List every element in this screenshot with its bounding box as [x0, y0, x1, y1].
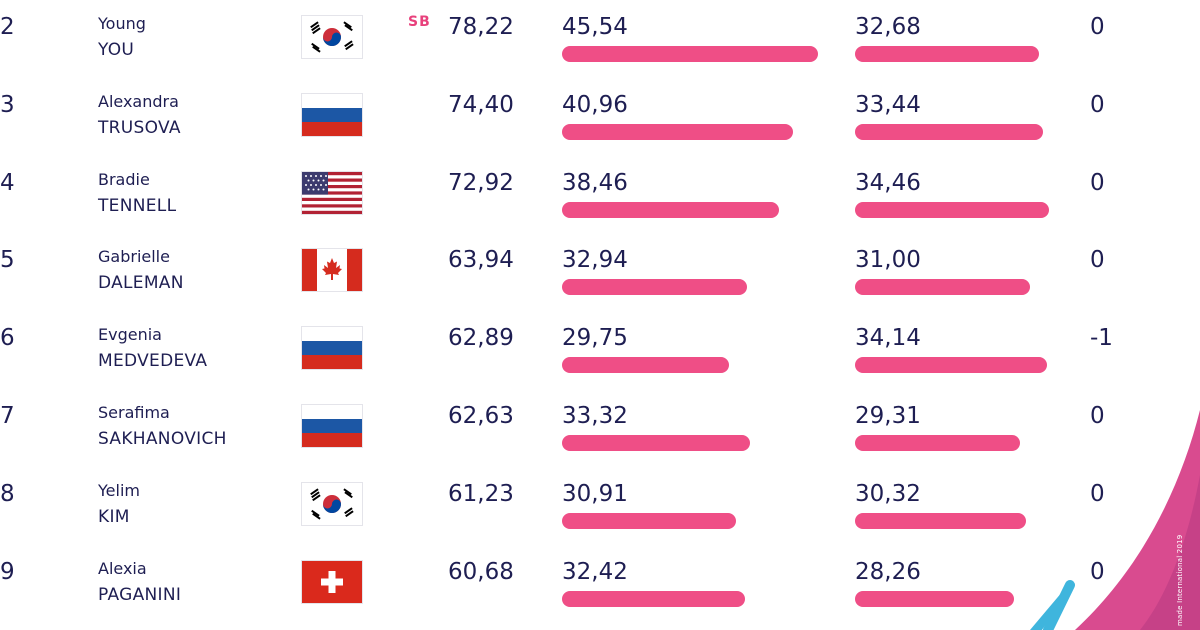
skater-last-name: PAGANINI: [98, 584, 182, 605]
component-score: 28,26: [855, 558, 921, 585]
total-score: 78,22: [448, 14, 514, 40]
skater-first-name: Alexia: [98, 558, 147, 578]
korea-flag-icon: [302, 482, 362, 525]
skater-last-name: SAKHANOVICH: [98, 429, 227, 449]
canada-flag-icon: [302, 249, 362, 292]
total-score: 60,68: [448, 558, 514, 585]
russia-flag-icon: [302, 405, 362, 447]
copyright-text: made International 2019: [1176, 534, 1184, 626]
technical-score: 32,94: [562, 247, 628, 274]
skater-last-name: TENNELL: [98, 195, 177, 216]
skater-row: 4 Bradie TENNELL 72,92 38,46 34,46 0: [0, 158, 1200, 236]
component-score: 31,00: [855, 247, 921, 274]
korea-flag-icon: [302, 16, 362, 58]
technical-score-bar: [562, 123, 793, 140]
component-score-bar: [855, 123, 1044, 140]
usa-flag-icon: [302, 171, 362, 214]
technical-score-bar: [562, 435, 750, 451]
component-score-bar: [855, 279, 1030, 296]
rank-number: 5: [0, 247, 15, 274]
component-score-bar: [855, 46, 1039, 62]
technical-score: 32,42: [562, 558, 628, 585]
technical-score-bar: [562, 201, 779, 218]
decorative-swoosh: [1030, 410, 1200, 630]
russia-flag-icon: [302, 327, 362, 370]
skater-first-name: Alexandra: [98, 91, 179, 111]
component-score-bar: [855, 435, 1020, 451]
rank-number: 9: [0, 558, 15, 585]
skater-last-name: TRUSOVA: [98, 117, 181, 138]
component-score: 34,46: [855, 169, 921, 196]
component-score: 32,68: [855, 14, 921, 40]
technical-score-bar: [562, 279, 748, 296]
component-score: 33,44: [855, 91, 921, 118]
technical-score: 38,46: [562, 169, 628, 196]
skater-first-name: Young: [98, 14, 146, 33]
technical-score: 40,96: [562, 91, 628, 118]
total-score: 72,92: [448, 169, 514, 196]
technical-score: 30,91: [562, 480, 628, 507]
total-score: 61,23: [448, 480, 514, 507]
component-score-bar: [855, 201, 1049, 218]
rank-number: 2: [0, 14, 15, 40]
skater-first-name: Bradie: [98, 169, 150, 189]
total-score: 63,94: [448, 247, 514, 274]
rank-number: 7: [0, 403, 15, 429]
skater-first-name: Gabrielle: [98, 247, 170, 267]
season-best-badge: SB: [408, 14, 431, 30]
skater-first-name: Yelim: [98, 480, 140, 500]
component-score: 30,32: [855, 480, 921, 507]
technical-score: 29,75: [562, 325, 628, 352]
skater-last-name: MEDVEDEVA: [98, 351, 208, 372]
component-score-bar: [855, 590, 1015, 607]
rank-number: 6: [0, 325, 15, 352]
skater-row: 2 Young YOU SB 78,22 45,54 32,68 0: [0, 2, 1200, 80]
technical-score: 33,32: [562, 403, 628, 429]
skater-row: 5 Gabrielle DALEMAN 63,94 32,94 31,00 0: [0, 235, 1200, 313]
skater-row: 6 Evgenia MEDVEDEVA 62,89 29,75 34,14 -1: [0, 313, 1200, 391]
rank-number: 3: [0, 91, 15, 118]
technical-score-bar: [562, 46, 819, 62]
total-score: 62,63: [448, 403, 514, 429]
skater-first-name: Evgenia: [98, 325, 162, 345]
skater-last-name: KIM: [98, 506, 130, 527]
rank-number: 8: [0, 480, 15, 507]
technical-score-bar: [562, 357, 730, 374]
component-score-bar: [855, 512, 1026, 529]
rank-number: 4: [0, 169, 15, 196]
skater-row: 8 Yelim KIM 61,23 30,91 30,32 0: [0, 469, 1200, 547]
skater-first-name: Serafima: [98, 403, 170, 422]
deductions: 0: [1090, 480, 1105, 507]
technical-score-bar: [562, 590, 745, 607]
component-score: 34,14: [855, 325, 921, 352]
technical-score: 45,54: [562, 14, 628, 40]
deductions: 0: [1090, 558, 1105, 585]
deductions: 0: [1090, 247, 1105, 274]
technical-score-bar: [562, 512, 737, 529]
deductions: 0: [1090, 91, 1105, 118]
skater-row: 9 Alexia PAGANINI 60,68 32,42 28,26 0: [0, 547, 1200, 625]
skater-last-name: DALEMAN: [98, 273, 184, 294]
component-score-bar: [855, 357, 1048, 374]
deductions: -1: [1090, 325, 1113, 352]
skater-last-name: YOU: [98, 40, 135, 60]
russia-flag-icon: [302, 93, 362, 136]
deductions: 0: [1090, 403, 1105, 429]
deductions: 0: [1090, 14, 1105, 40]
total-score: 62,89: [448, 325, 514, 352]
skater-row: 7 Serafima SAKHANOVICH 62,63 33,32 29,31 0: [0, 391, 1200, 469]
switzerland-flag-icon: [302, 560, 362, 603]
deductions: 0: [1090, 169, 1105, 196]
component-score: 29,31: [855, 403, 921, 429]
total-score: 74,40: [448, 91, 514, 118]
skater-row: 3 Alexandra TRUSOVA 74,40 40,96 33,44 0: [0, 80, 1200, 158]
